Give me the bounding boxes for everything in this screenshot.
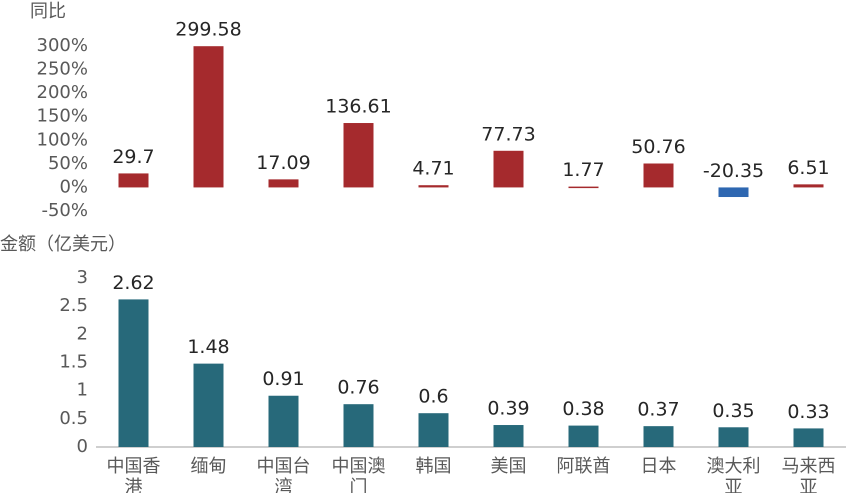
data-label: 0.91 — [262, 368, 304, 390]
y-tick-label: -50% — [41, 200, 88, 221]
x-tick-label: 中国澳门 — [332, 456, 386, 493]
data-label: 1.48 — [187, 336, 229, 358]
data-label: 0.33 — [787, 401, 829, 423]
data-label: 0.37 — [637, 399, 679, 421]
data-label: 17.09 — [256, 152, 310, 174]
data-label: 0.6 — [418, 386, 448, 408]
x-tick-label: 美国 — [491, 456, 527, 477]
data-label: 0.38 — [562, 398, 604, 420]
bar — [418, 185, 449, 188]
data-label: 2.62 — [112, 272, 154, 294]
bar — [268, 179, 299, 188]
y-tick-label: 150% — [37, 106, 88, 127]
bar — [118, 173, 149, 188]
data-label: 1.77 — [562, 159, 604, 181]
data-label: 77.73 — [481, 123, 535, 145]
y-tick-label: 1.5 — [59, 352, 88, 373]
y-tick-label: 2 — [77, 323, 88, 344]
x-tick-label: 澳大利亚 — [707, 456, 761, 493]
data-label: 299.58 — [175, 19, 241, 41]
bar — [193, 363, 224, 447]
y-tick-label: 1 — [77, 380, 88, 401]
y-tick-label: 2.5 — [59, 295, 88, 316]
y-tick-label: 50% — [48, 153, 88, 174]
bar — [493, 150, 524, 188]
bar — [193, 46, 224, 188]
y-tick-label: 0 — [77, 436, 88, 457]
y-tick-label: 200% — [37, 82, 88, 103]
y-tick-label: 300% — [37, 35, 88, 56]
data-label: 4.71 — [412, 158, 454, 180]
bar — [718, 427, 749, 447]
data-label: -20.35 — [703, 160, 764, 182]
bar — [118, 299, 149, 447]
bar — [718, 187, 749, 198]
data-label: 0.76 — [337, 377, 379, 399]
x-tick-label: 缅甸 — [191, 456, 227, 477]
bar — [343, 123, 374, 188]
bar — [643, 426, 674, 447]
y-axis-title: 金额（亿美元） — [0, 234, 126, 255]
bar — [568, 186, 599, 189]
data-label: 29.7 — [112, 146, 154, 168]
bar — [793, 184, 824, 188]
bar — [568, 425, 599, 447]
x-tick-label: 马来西亚 — [782, 456, 836, 493]
bar — [643, 163, 674, 188]
data-label: 6.51 — [787, 157, 829, 179]
data-label: 0.39 — [487, 398, 529, 420]
x-tick-label: 韩国 — [416, 456, 452, 477]
y-tick-label: 0% — [59, 176, 88, 197]
bar — [343, 404, 374, 447]
data-label: 0.35 — [712, 400, 754, 422]
x-tick-label: 日本 — [641, 456, 677, 477]
y-tick-label: 0.5 — [59, 408, 88, 429]
y-tick-label: 250% — [37, 59, 88, 80]
bar — [418, 413, 449, 447]
y-tick-label: 100% — [37, 129, 88, 150]
x-tick-label: 中国香港 — [107, 456, 161, 493]
y-tick-label: 3 — [77, 267, 88, 288]
y-axis-title: 同比 — [30, 1, 66, 22]
data-label: 50.76 — [631, 136, 685, 158]
x-tick-label: 阿联酋 — [557, 456, 611, 477]
x-tick-label: 中国台湾 — [257, 456, 311, 493]
bar — [268, 395, 299, 447]
bar — [493, 425, 524, 447]
data-label: 136.61 — [325, 96, 391, 118]
bar — [793, 428, 824, 447]
